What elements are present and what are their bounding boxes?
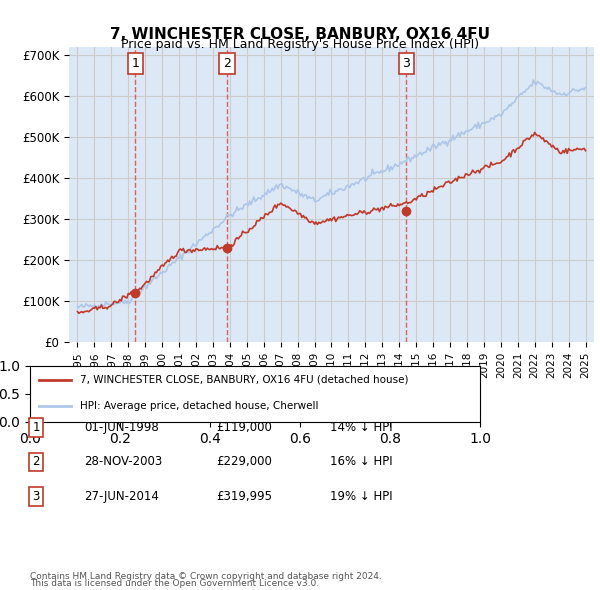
Text: 27-JUN-2014: 27-JUN-2014 <box>84 490 159 503</box>
Text: This data is licensed under the Open Government Licence v3.0.: This data is licensed under the Open Gov… <box>30 579 319 588</box>
Text: 7, WINCHESTER CLOSE, BANBURY, OX16 4FU (detached house): 7, WINCHESTER CLOSE, BANBURY, OX16 4FU (… <box>79 375 408 385</box>
Text: £119,000: £119,000 <box>216 421 272 434</box>
Text: 3: 3 <box>32 490 40 503</box>
Text: 01-JUN-1998: 01-JUN-1998 <box>84 421 159 434</box>
Text: HPI: Average price, detached house, Cherwell: HPI: Average price, detached house, Cher… <box>79 401 318 411</box>
Text: 14% ↓ HPI: 14% ↓ HPI <box>330 421 392 434</box>
Text: £319,995: £319,995 <box>216 490 272 503</box>
Text: 19% ↓ HPI: 19% ↓ HPI <box>330 490 392 503</box>
Text: Price paid vs. HM Land Registry's House Price Index (HPI): Price paid vs. HM Land Registry's House … <box>121 38 479 51</box>
Text: £229,000: £229,000 <box>216 455 272 468</box>
Text: 1: 1 <box>131 57 139 70</box>
Text: 16% ↓ HPI: 16% ↓ HPI <box>330 455 392 468</box>
Text: 3: 3 <box>403 57 410 70</box>
Text: 1: 1 <box>32 421 40 434</box>
Text: 2: 2 <box>223 57 231 70</box>
Text: Contains HM Land Registry data © Crown copyright and database right 2024.: Contains HM Land Registry data © Crown c… <box>30 572 382 581</box>
Text: 7, WINCHESTER CLOSE, BANBURY, OX16 4FU: 7, WINCHESTER CLOSE, BANBURY, OX16 4FU <box>110 27 490 41</box>
Text: 28-NOV-2003: 28-NOV-2003 <box>84 455 162 468</box>
Text: 2: 2 <box>32 455 40 468</box>
